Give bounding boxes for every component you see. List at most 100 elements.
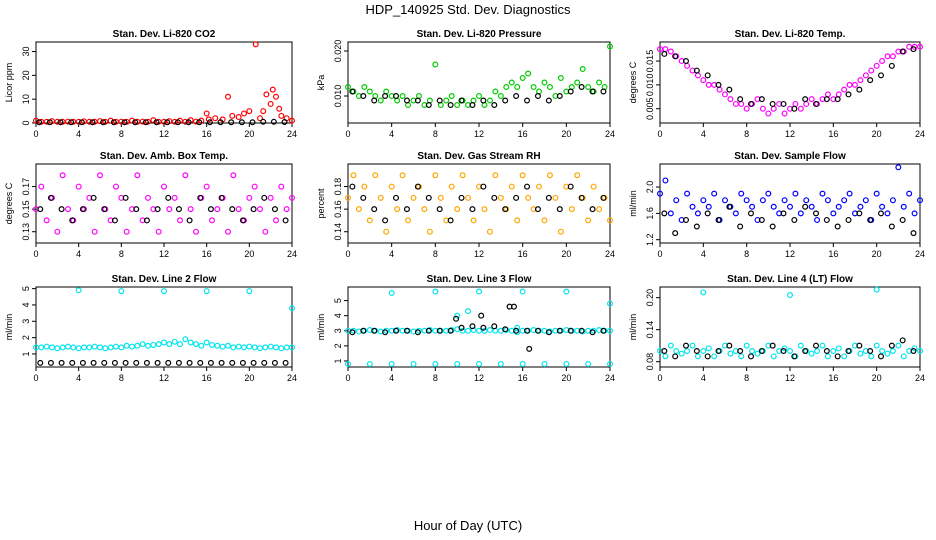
data-point <box>403 327 410 334</box>
x-tick-label: 16 <box>202 249 212 259</box>
data-point <box>476 288 483 295</box>
data-point <box>910 230 917 237</box>
data-point <box>835 203 842 210</box>
data-point <box>526 345 533 352</box>
data-point <box>873 286 880 293</box>
data-point <box>166 206 173 213</box>
data-point <box>693 67 700 74</box>
data-point <box>867 348 874 355</box>
data-point <box>911 210 918 217</box>
x-tick-label: 12 <box>785 129 795 139</box>
data-point <box>749 203 756 210</box>
data-point <box>519 74 526 81</box>
data-point <box>803 100 810 107</box>
data-point <box>682 216 689 223</box>
data-point <box>289 117 296 124</box>
data-point <box>578 194 585 201</box>
data-point <box>656 190 663 197</box>
y-tick-label: 0.14 <box>333 223 343 241</box>
data-point <box>600 194 607 201</box>
data-point <box>486 97 493 104</box>
data-point <box>480 183 487 190</box>
data-point <box>749 348 756 355</box>
data-point <box>845 348 852 355</box>
data-point <box>90 359 97 366</box>
data-point <box>37 206 44 213</box>
data-point <box>371 97 378 104</box>
data-point <box>345 360 352 367</box>
data-point <box>808 350 815 357</box>
data-point <box>606 360 613 367</box>
data-point <box>121 119 128 126</box>
data-point <box>54 345 61 352</box>
x-tick-label: 4 <box>389 129 394 139</box>
y-axis-label: kPa <box>316 75 326 91</box>
data-point <box>514 217 521 224</box>
y-tick-label: 0.13 <box>21 223 31 241</box>
data-point <box>835 91 842 98</box>
x-tick-label: 16 <box>828 129 838 139</box>
data-point <box>682 58 689 65</box>
data-point <box>32 117 39 124</box>
data-point <box>513 327 520 334</box>
data-point <box>143 217 150 224</box>
x-tick-label: 8 <box>433 373 438 383</box>
x-tick-label: 4 <box>701 129 706 139</box>
data-point <box>889 53 896 60</box>
panel-title: Stan. Dev. Sample Flow <box>734 151 846 162</box>
data-point <box>661 348 668 355</box>
data-point <box>251 344 258 351</box>
data-point <box>503 83 510 90</box>
data-point <box>513 194 520 201</box>
panel-title: Stan. Dev. Amb. Box Temp. <box>100 151 228 162</box>
data-point <box>118 288 125 295</box>
data-point <box>145 342 152 349</box>
data-point <box>519 288 526 295</box>
data-point <box>470 327 477 334</box>
data-point <box>557 74 564 81</box>
data-point <box>585 217 592 224</box>
data-point <box>196 119 203 126</box>
data-point <box>491 101 498 108</box>
data-point <box>78 119 85 126</box>
data-point <box>700 348 707 355</box>
data-point <box>145 194 152 201</box>
data-point <box>916 197 923 204</box>
x-tick-label: 8 <box>744 373 749 383</box>
data-point <box>862 197 869 204</box>
data-point <box>75 183 82 190</box>
data-point <box>205 116 212 123</box>
data-point <box>246 194 253 201</box>
data-point <box>879 58 886 65</box>
data-point <box>802 348 809 355</box>
data-point <box>197 194 204 201</box>
data-point <box>791 216 798 223</box>
data-point <box>206 119 213 126</box>
data-point <box>845 216 852 223</box>
data-point <box>823 96 830 103</box>
data-point <box>873 342 880 349</box>
plot-frame <box>347 163 611 244</box>
data-point <box>672 53 679 60</box>
data-point <box>238 119 245 126</box>
data-point <box>139 341 146 348</box>
data-point <box>193 118 200 125</box>
data-point <box>432 61 439 68</box>
x-tick-label: 24 <box>915 129 925 139</box>
data-point <box>786 292 793 299</box>
data-point <box>705 345 712 352</box>
data-point <box>678 350 685 357</box>
data-point <box>606 217 613 224</box>
data-point <box>513 92 520 99</box>
plot-frame <box>35 286 293 368</box>
data-point <box>155 228 162 235</box>
data-point <box>694 353 701 360</box>
panel-title: Stan. Dev. Li-820 CO2 <box>113 29 216 40</box>
data-point <box>241 344 248 351</box>
data-point <box>830 348 837 355</box>
y-tick-label: 0.16 <box>333 200 343 218</box>
data-point <box>410 360 417 367</box>
x-tick-label: 16 <box>518 249 528 259</box>
data-point <box>229 206 236 213</box>
